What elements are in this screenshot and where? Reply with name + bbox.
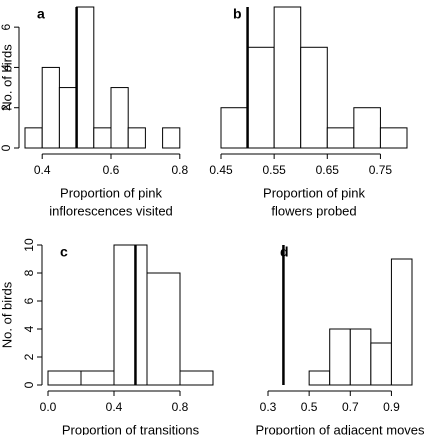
x-tick-label: 0.3	[260, 400, 277, 414]
y-tick-label: 4	[0, 64, 13, 71]
y-tick-label: 6	[22, 297, 36, 304]
bar	[41, 66, 60, 149]
bar	[110, 87, 129, 149]
panel-label: b	[233, 6, 242, 22]
bar	[24, 127, 43, 149]
x-tick-label: 0.8	[172, 400, 189, 414]
x-tick-label: 0.55	[262, 163, 286, 177]
x-axis-label: Proportion of transitions	[62, 422, 200, 435]
x-axis-label: Proportion of pink	[60, 185, 162, 200]
bar	[58, 87, 78, 149]
y-tick-label: 0	[22, 381, 36, 388]
y-tick-label: 0	[0, 144, 13, 151]
bar	[179, 370, 214, 386]
bar	[326, 127, 355, 149]
bar	[353, 107, 381, 149]
x-tick-label: 0.7	[342, 400, 359, 414]
x-axis-label: Proportion of adjacent moves	[255, 422, 425, 435]
bar	[329, 328, 351, 386]
x-tick-label: 0.4	[34, 163, 51, 177]
y-tick-label: 6	[0, 23, 13, 30]
bar	[127, 127, 146, 149]
bar	[379, 127, 408, 149]
bar	[247, 46, 275, 149]
bar	[220, 107, 249, 149]
y-axis-label: No. of birds	[0, 281, 14, 348]
bar	[146, 272, 181, 386]
x-tick-label: 0.65	[316, 163, 340, 177]
x-axis-label: inflorescences visited	[49, 203, 173, 218]
bar	[349, 328, 372, 386]
x-tick-label: 0.9	[383, 400, 400, 414]
y-tick-label: 10	[22, 238, 36, 252]
x-axis-label: Proportion of pink	[263, 185, 365, 200]
panel-label: c	[60, 244, 68, 260]
bar	[273, 6, 302, 149]
y-tick-label: 2	[0, 104, 13, 111]
bar	[93, 127, 112, 149]
bar	[80, 370, 115, 386]
x-tick-label: 0.0	[40, 400, 57, 414]
x-tick-label: 0.45	[209, 163, 233, 177]
y-tick-label: 2	[22, 353, 36, 360]
x-tick-label: 0.75	[369, 163, 393, 177]
x-tick-label: 0.8	[171, 163, 188, 177]
bar	[162, 127, 181, 149]
x-tick-label: 0.5	[301, 400, 318, 414]
bar	[113, 244, 148, 386]
bar	[47, 370, 82, 386]
bar	[370, 342, 392, 386]
y-axis-label: No. of birds	[0, 44, 14, 111]
x-tick-label: 0.6	[103, 163, 120, 177]
bar	[308, 370, 331, 386]
y-tick-label: 8	[22, 269, 36, 276]
bar	[76, 6, 95, 149]
bar	[390, 258, 413, 386]
x-tick-label: 0.4	[106, 400, 123, 414]
bar	[300, 46, 328, 149]
x-axis-label: flowers probed	[271, 203, 356, 218]
y-tick-label: 4	[22, 325, 36, 332]
panel-label: a	[37, 6, 45, 22]
